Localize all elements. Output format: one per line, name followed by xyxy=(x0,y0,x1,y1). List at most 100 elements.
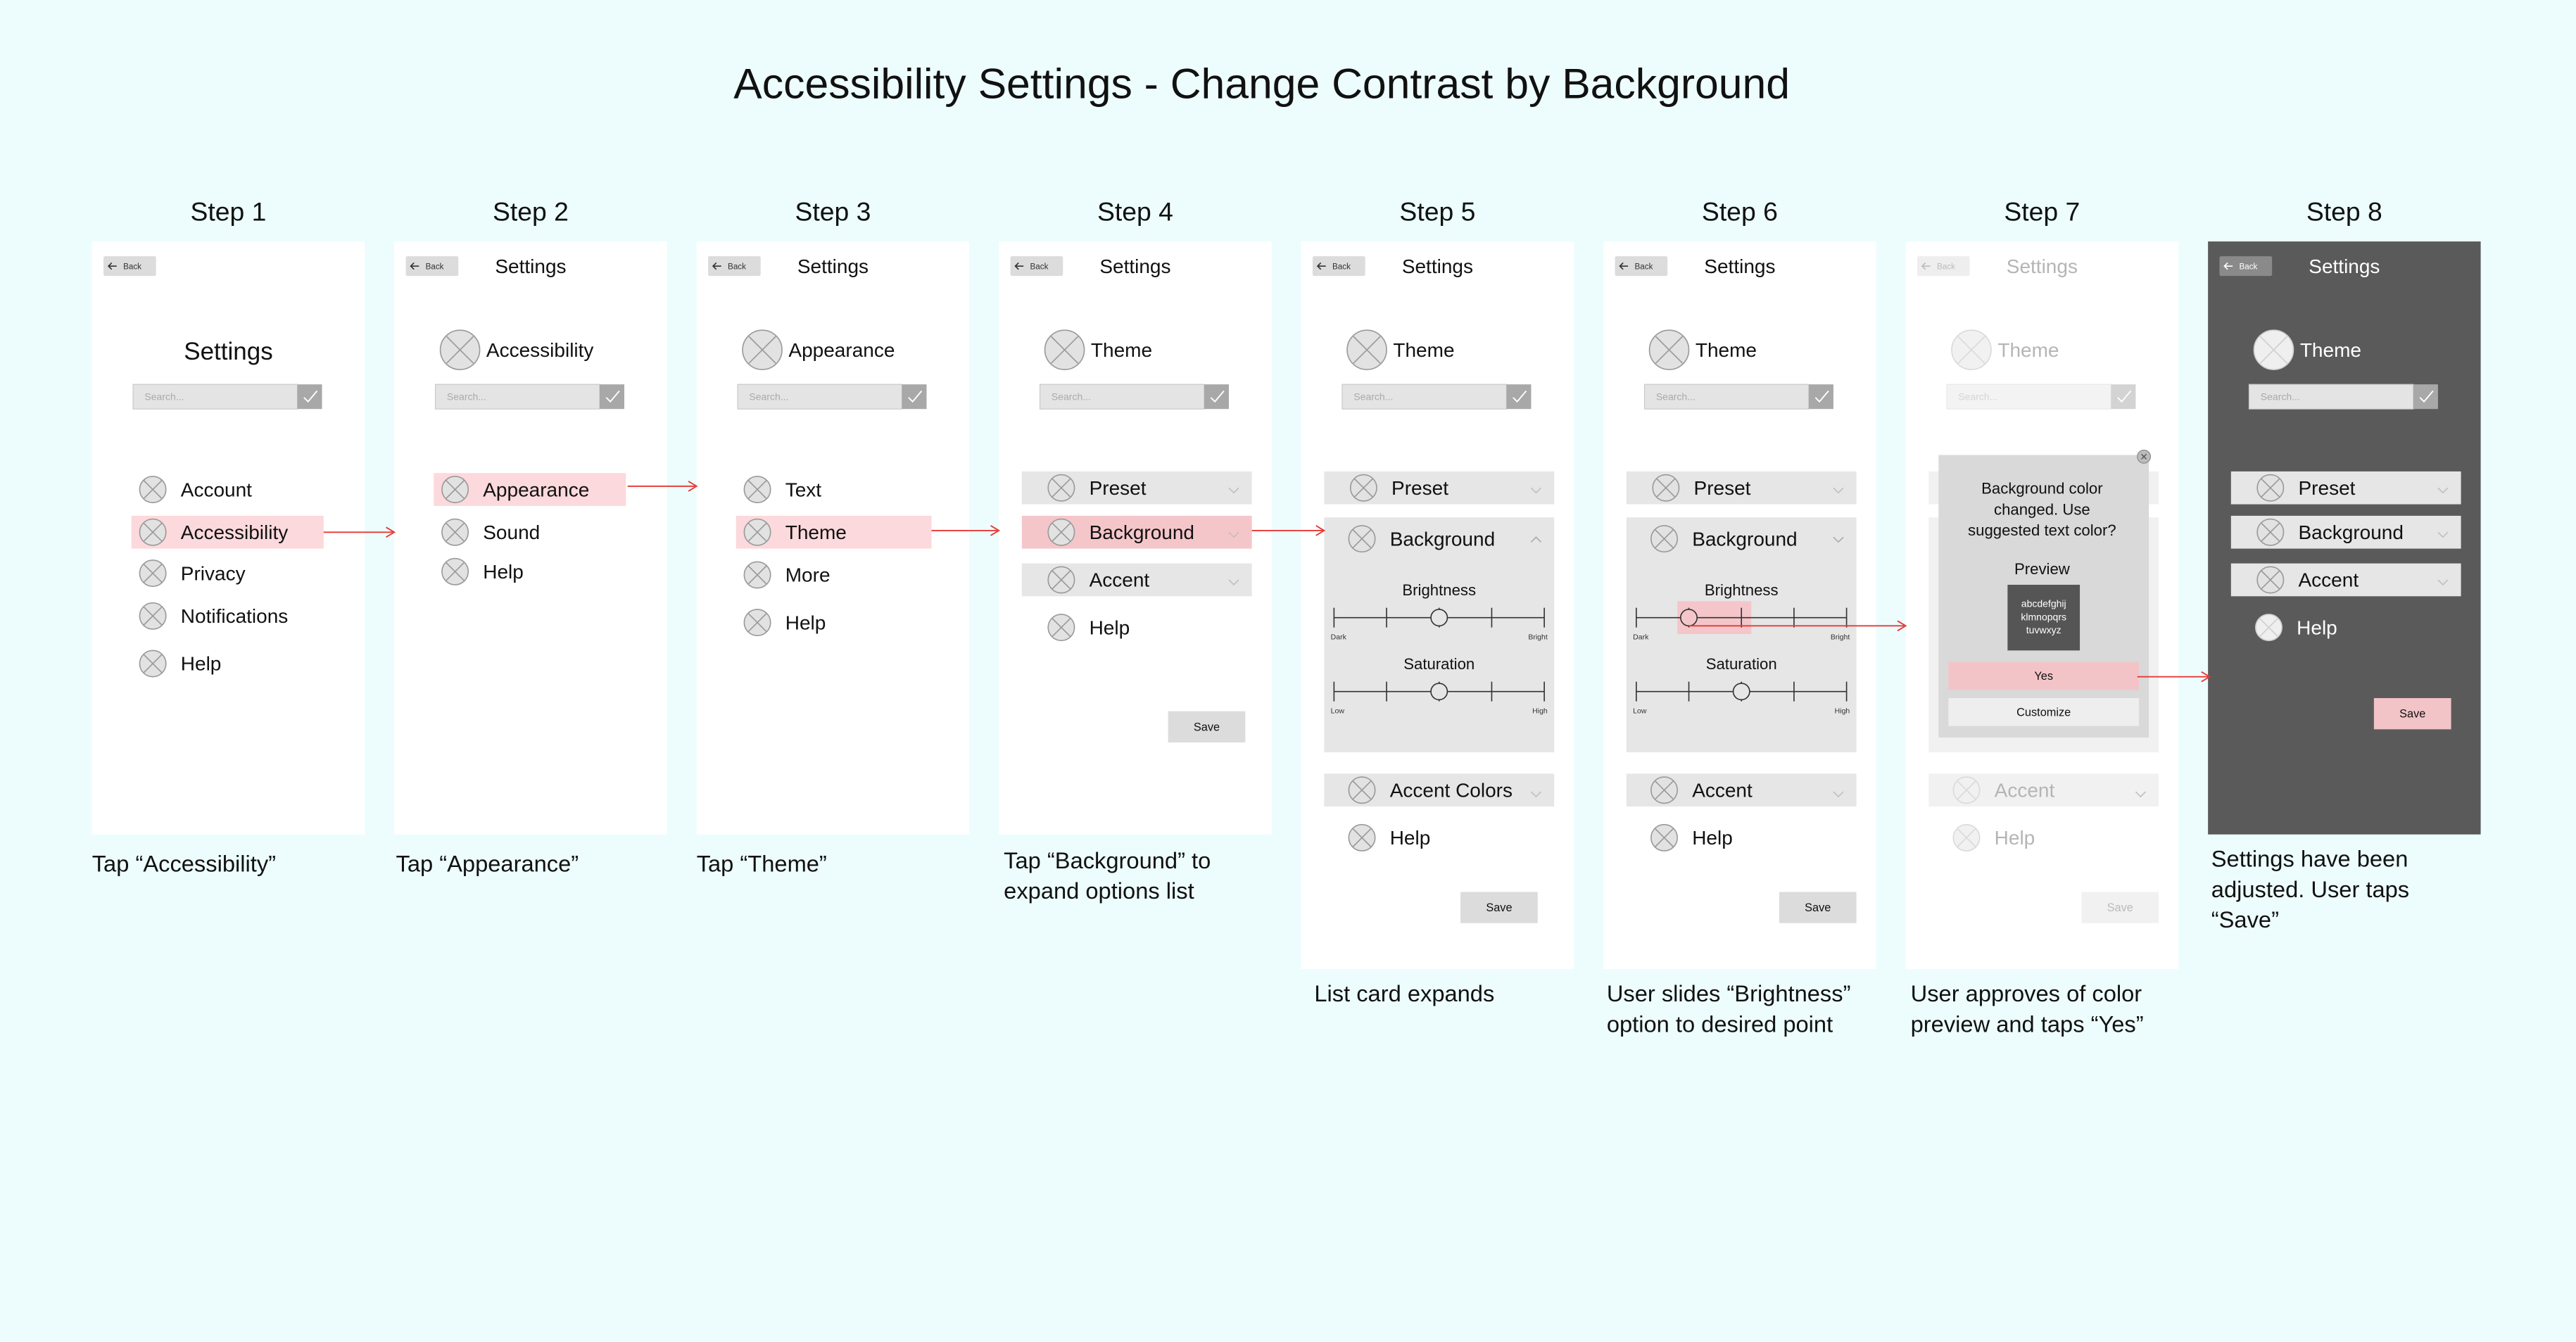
back-arrow xyxy=(712,262,721,270)
icon-cross xyxy=(1052,570,1071,590)
icon-cross xyxy=(2261,570,2280,590)
screen-heading: Settings xyxy=(184,338,272,365)
screen-header: Settings xyxy=(2007,255,2078,277)
slider-label: Saturation xyxy=(1403,655,1475,673)
preview-text: klmnopqrs xyxy=(2021,611,2066,622)
step-caption: Tap “Accessibility” xyxy=(92,851,276,877)
search-placeholder: Search... xyxy=(1353,391,1393,403)
step-caption: preview and taps “Yes” xyxy=(1911,1011,2144,1037)
back-arrow xyxy=(1014,262,1024,270)
flow-arrowhead xyxy=(1897,620,1907,632)
icon-cross xyxy=(1655,529,1674,548)
save-label: Save xyxy=(1486,901,1512,914)
search-box xyxy=(2248,384,2414,410)
back-arrow xyxy=(1619,262,1629,270)
slider-min: Dark xyxy=(1633,633,1649,641)
step-caption: List card expands xyxy=(1314,980,1494,1006)
icon-cross xyxy=(143,607,163,626)
step-label: Step 2 xyxy=(493,196,569,226)
screen-heading: Appearance xyxy=(788,339,895,361)
chevron xyxy=(2437,579,2449,586)
icon-cross xyxy=(747,522,767,542)
step-caption: expand options list xyxy=(1004,878,1194,904)
back-label: Back xyxy=(123,262,141,271)
slider-label: Saturation xyxy=(1706,655,1777,673)
save-label: Save xyxy=(2107,901,2133,914)
screen xyxy=(394,241,667,835)
phone-screen: Back Settings Search... Account Accessibilit… xyxy=(91,241,365,835)
search-box xyxy=(1946,384,2111,410)
card-label: Background xyxy=(1090,521,1194,543)
icon-cross xyxy=(1352,828,1372,847)
save-button xyxy=(2373,698,2451,730)
search-check xyxy=(303,390,318,403)
chevron xyxy=(1228,579,1239,586)
chevron xyxy=(2437,487,2449,494)
step-caption: “Save” xyxy=(2211,906,2279,932)
search-button xyxy=(1506,384,1532,410)
search-placeholder: Search... xyxy=(1958,391,1997,403)
slider-knob xyxy=(1430,683,1448,701)
screen-header: Settings xyxy=(495,255,566,277)
icon-cross xyxy=(748,336,776,364)
search-button xyxy=(1204,384,1229,410)
step-label: Step 7 xyxy=(2004,196,2080,226)
screen-header: Settings xyxy=(2309,255,2380,277)
step-caption: User approves of color xyxy=(1911,980,2142,1006)
back-label: Back xyxy=(1030,262,1049,271)
icon-cross xyxy=(747,613,767,632)
search-box xyxy=(1039,384,1205,410)
chevron xyxy=(1530,487,1542,494)
preview-text: tuvwxyz xyxy=(2026,624,2062,635)
step-label: Step 6 xyxy=(1702,196,1778,226)
search-check xyxy=(1210,390,1225,403)
back-button xyxy=(103,256,156,277)
icon-cross xyxy=(1052,478,1071,498)
list-item: Help xyxy=(1995,827,2035,849)
list-item: Sound xyxy=(483,521,540,543)
screen-heading: Theme xyxy=(1696,339,1757,361)
search-check xyxy=(908,390,923,403)
modal-message: changed. Use xyxy=(1994,500,2090,518)
preview-text: abcdefghij xyxy=(2021,598,2066,609)
search-button xyxy=(902,384,927,410)
save-label: Save xyxy=(1194,721,1220,733)
search-check xyxy=(2419,390,2434,403)
list-item: Privacy xyxy=(181,562,246,584)
step-label: Step 3 xyxy=(795,196,871,226)
step-label: Step 4 xyxy=(1097,196,1173,226)
icon-cross xyxy=(2261,478,2280,498)
icon-cross xyxy=(1957,780,1976,800)
icon-cross xyxy=(143,654,163,673)
confirm-button xyxy=(1948,661,2140,690)
icon-cross xyxy=(747,565,767,585)
step-label: Step 1 xyxy=(191,196,267,226)
screen-heading: Theme xyxy=(1091,339,1152,361)
card-label: Accent Colors xyxy=(1390,779,1513,801)
flow-arrowhead xyxy=(1315,525,1326,536)
list-item: Help xyxy=(1090,616,1130,638)
step-caption: User slides “Brightness” xyxy=(1607,980,1851,1006)
back-label: Back xyxy=(426,262,444,271)
list-item: Account xyxy=(181,479,252,500)
list-item: Help xyxy=(483,561,524,583)
back-arrow xyxy=(2223,262,2233,270)
icon-cross xyxy=(1655,780,1674,800)
search-check xyxy=(2117,390,2132,403)
slider-min: Low xyxy=(1331,707,1345,715)
slider-knob xyxy=(1680,609,1698,627)
icon-cross xyxy=(1052,522,1071,542)
confirm-label: Yes xyxy=(2034,670,2053,683)
slider-label: Brightness xyxy=(1705,581,1779,599)
icon-cross xyxy=(2259,336,2288,364)
search-placeholder: Search... xyxy=(1052,391,1091,403)
chevron xyxy=(1228,487,1239,494)
expanded-card xyxy=(1324,517,1555,753)
slider-max: High xyxy=(1835,707,1850,715)
alternate-label: Customize xyxy=(2016,706,2071,719)
card-label: Accent xyxy=(2299,569,2359,591)
card-label: Background xyxy=(1692,528,1797,550)
phone-screen: Back Settings Theme Search... Preset Backgrou… xyxy=(999,241,1272,835)
save-button xyxy=(1460,892,1538,923)
